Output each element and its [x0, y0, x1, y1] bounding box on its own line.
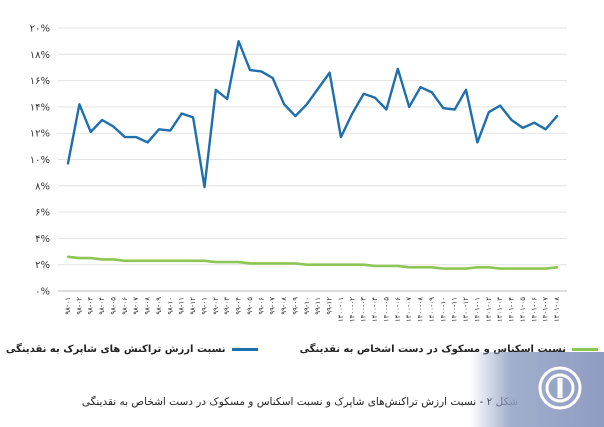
y-tick-label: ۱۰%	[30, 155, 50, 166]
ecoiran-logo-icon	[538, 366, 582, 410]
watermark-panel	[470, 352, 604, 427]
x-tick-label: ۱۴۰۰-۰۲	[348, 297, 356, 322]
y-tick-label: ۱۲%	[30, 129, 50, 140]
legend: نسبت ارزش تراکنش های شاپرک به نقدینگی نس…	[0, 340, 604, 358]
x-tick-label: ۹۹-۰۲	[212, 297, 220, 315]
x-tick-label: ۹۹-۰۵	[246, 297, 254, 315]
y-tick-label: ۱۴%	[30, 102, 50, 113]
x-tick-label: ۱۴۰۱-۰۱	[473, 297, 481, 322]
series-lines	[66, 40, 559, 270]
x-tick-label: ۹۸-۰۴	[98, 297, 106, 315]
x-tick-label: ۹۹-۰۱	[200, 297, 208, 315]
x-tick-label: ۱۴۰۰-۰۳	[360, 297, 368, 322]
x-tick-label: ۹۸-۰۵	[109, 297, 117, 315]
legend-item-cash: نسبت اسکناس و مسکوک در دست اشخاص به نقدی…	[300, 340, 599, 358]
x-tick-label: ۹۹-۰۳	[223, 297, 231, 315]
x-tick-label: ۹۹-۱۲	[326, 297, 334, 315]
legend-label-shaparak: نسبت ارزش تراکنش های شاپرک به نقدینگی	[5, 343, 226, 355]
x-tick-label: ۹۹-۱۱	[314, 297, 322, 315]
x-tick-label: ۱۴۰۱-۰۶	[530, 297, 538, 322]
x-tick-label: ۹۸-۱۱	[178, 297, 186, 315]
x-tick-label: ۱۴۰۱-۰۵	[519, 297, 527, 322]
x-tick-label: ۱۴۰۰-۱۱	[451, 297, 459, 322]
y-tick-label: ۰%	[35, 287, 50, 298]
x-tick-label: ۱۴۰۰-۰۴	[371, 297, 379, 322]
gridlines	[58, 27, 567, 292]
y-tick-label: ۱۸%	[30, 50, 50, 61]
x-tick-label: ۱۴۰۰-۰۵	[382, 297, 390, 322]
line-chart: ۰%۲%۴%۶%۸%۱۰%۱۲%۱۴%۱۶%۱۸%۲۰% ۹۸-۰۱ ۹۸-۰۲ ۹…	[30, 24, 567, 322]
x-tick-label: ۱۴۰۱-۰۳	[496, 297, 504, 322]
x-tick-label: ۱۴۰۰-۰۸	[417, 297, 425, 322]
x-tick-label: ۱۴۰۰-۰۹	[428, 297, 436, 322]
x-tick-label: ۱۴۰۱-۰۲	[485, 297, 493, 322]
y-tick-label: ۲۰%	[30, 24, 50, 35]
x-tick-label: ۱۴۰۱-۰۷	[542, 297, 550, 322]
x-tick-label: ۹۹-۰۶	[257, 297, 265, 315]
x-tick-label: ۹۹-۱۰	[303, 297, 311, 315]
x-tick-label: ۹۸-۰۳	[87, 297, 95, 315]
x-tick-label: ۹۸-۱۲	[189, 297, 197, 315]
x-tick-label: ۱۴۰۰-۰۶	[394, 297, 402, 322]
legend-swatch-shaparak	[231, 347, 258, 351]
x-tick-label: ۱۴۰۰-۰۷	[405, 297, 413, 322]
x-tick-label: ۹۸-۰۹	[155, 297, 163, 315]
x-axis-ticks: ۹۸-۰۱ ۹۸-۰۲ ۹۸-۰۳ ۹۸-۰۴ ۹۸-۰۵ ۹۸-۰۶ ۹۸-۰۷ ۹۸-۰۸…	[64, 297, 561, 322]
x-tick-label: ۱۴۰۱-۰۸	[553, 297, 561, 322]
x-tick-label: ۹۹-۰۷	[269, 297, 277, 315]
y-tick-label: ۱۶%	[30, 76, 50, 87]
y-tick-label: ۴%	[35, 234, 50, 245]
x-tick-label: ۱۴۰۰-۱۰	[439, 297, 447, 322]
y-axis-ticks: ۰% ۲% ۴% ۶% ۸% ۱۰% ۱۲% ۱۴% ۱۶% ۱۸% ۲۰%	[30, 24, 50, 298]
x-tick-label: ۹۸-۱۰	[166, 297, 174, 315]
series-line-cash	[66, 255, 559, 270]
x-tick-label: ۹۸-۰۱	[64, 297, 72, 315]
x-tick-label: ۹۸-۰۶	[121, 297, 129, 315]
legend-label-cash: نسبت اسکناس و مسکوک در دست اشخاص به نقدی…	[299, 343, 567, 355]
x-tick-label: ۹۹-۰۴	[235, 297, 243, 315]
x-tick-label: ۹۹-۰۹	[291, 297, 299, 315]
legend-swatch-cash	[572, 347, 599, 351]
x-tick-label: ۹۹-۰۸	[280, 297, 288, 315]
x-tick-label: ۱۴۰۱-۰۴	[508, 297, 516, 322]
x-tick-label: ۱۴۰۰-۰۱	[337, 297, 345, 322]
x-tick-label: ۱۴۰۰-۱۲	[462, 297, 470, 322]
y-tick-label: ۶%	[35, 208, 50, 219]
x-tick-label: ۹۸-۰۸	[144, 297, 152, 315]
x-tick-label: ۹۸-۰۲	[75, 297, 83, 315]
y-tick-label: ۲%	[35, 260, 50, 271]
x-tick-label: ۹۸-۰۷	[132, 297, 140, 315]
y-tick-label: ۸%	[35, 181, 50, 192]
series-line-shaparak	[66, 40, 559, 189]
legend-item-shaparak: نسبت ارزش تراکنش های شاپرک به نقدینگی	[6, 340, 258, 358]
